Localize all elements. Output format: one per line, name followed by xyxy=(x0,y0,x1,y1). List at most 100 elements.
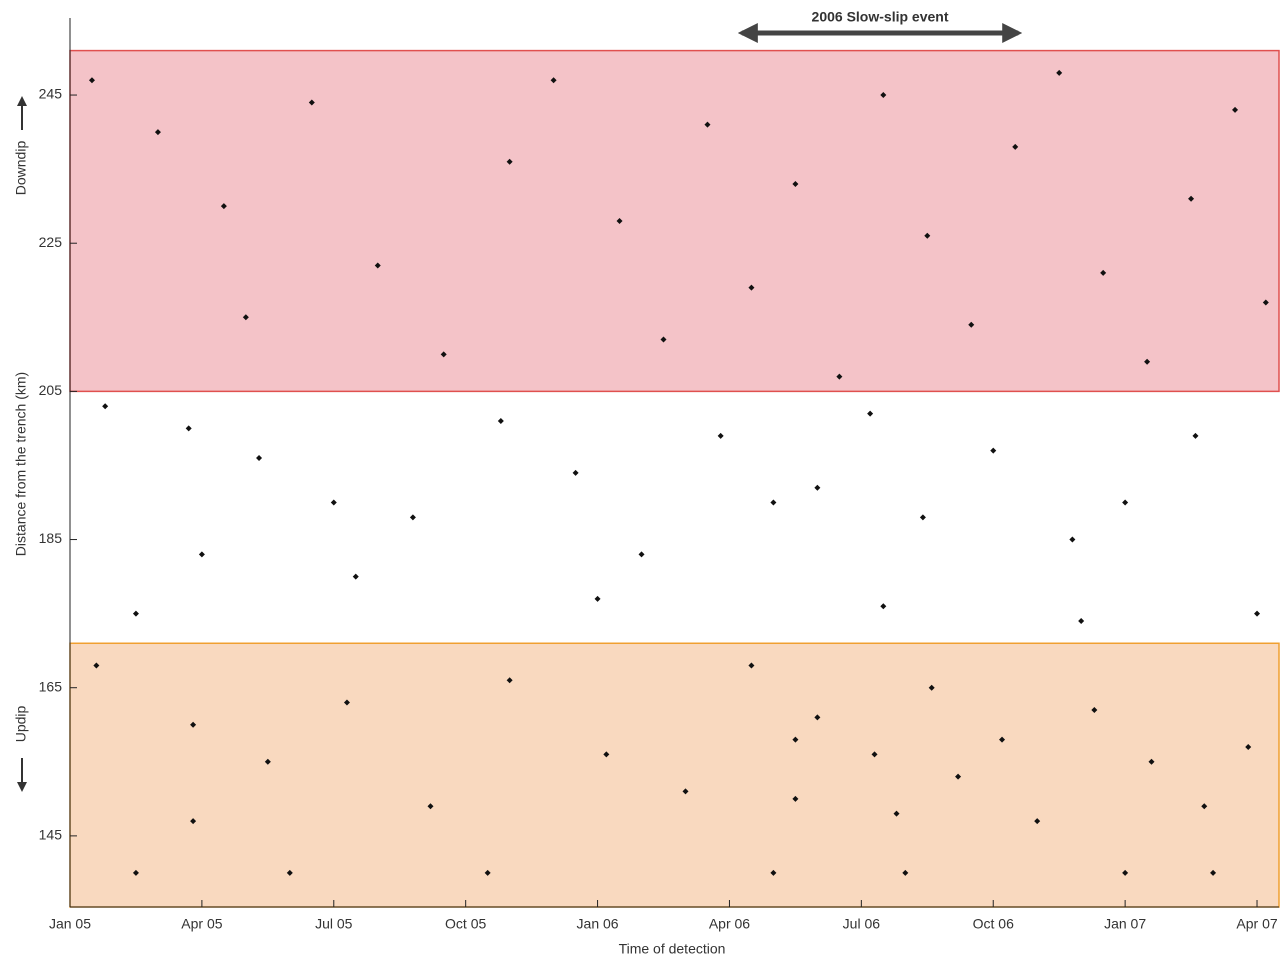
point xyxy=(1078,618,1085,625)
point xyxy=(88,77,95,84)
point xyxy=(409,514,416,521)
direction-label: Updip xyxy=(13,706,29,743)
point xyxy=(102,403,109,410)
point xyxy=(814,714,821,721)
point xyxy=(256,455,263,462)
point xyxy=(506,677,513,684)
region xyxy=(69,642,1280,908)
point xyxy=(919,514,926,521)
point xyxy=(190,818,197,825)
point xyxy=(374,262,381,269)
x-tick-label: Jan 05 xyxy=(49,916,91,932)
point xyxy=(550,77,557,84)
y-tick-label: 145 xyxy=(39,827,63,843)
point xyxy=(704,121,711,128)
point xyxy=(682,788,689,795)
point xyxy=(352,573,359,580)
point xyxy=(603,751,610,758)
point xyxy=(242,314,249,321)
point xyxy=(924,232,931,239)
point xyxy=(792,795,799,802)
point xyxy=(792,180,799,187)
point xyxy=(190,721,197,728)
annotation-text: 2006 Slow-slip event xyxy=(812,9,949,25)
point xyxy=(999,736,1006,743)
y-axis-label: Distance from the trench (km) xyxy=(13,372,29,556)
point xyxy=(185,425,192,432)
y-tick-label: 185 xyxy=(39,530,63,546)
point xyxy=(871,751,878,758)
point xyxy=(132,869,139,876)
point xyxy=(1262,299,1269,306)
point xyxy=(506,158,513,165)
point xyxy=(814,484,821,491)
point xyxy=(1192,432,1199,439)
point xyxy=(1254,610,1261,617)
point xyxy=(440,351,447,358)
point xyxy=(968,321,975,328)
point xyxy=(1188,195,1195,202)
point xyxy=(286,869,293,876)
point xyxy=(93,662,100,669)
point xyxy=(836,373,843,380)
point xyxy=(770,869,777,876)
x-tick-label: Jul 06 xyxy=(843,916,881,932)
point xyxy=(1012,143,1019,150)
y-tick-label: 245 xyxy=(39,86,63,102)
point xyxy=(990,447,997,454)
point xyxy=(1245,743,1252,750)
point xyxy=(1034,818,1041,825)
x-axis-label: Time of detection xyxy=(619,941,726,957)
point xyxy=(717,432,724,439)
x-tick-label: Oct 05 xyxy=(445,916,486,932)
x-tick-label: Oct 06 xyxy=(973,916,1014,932)
point xyxy=(792,736,799,743)
point xyxy=(638,551,645,558)
point xyxy=(132,610,139,617)
direction-label: Downdip xyxy=(13,141,29,196)
point xyxy=(497,418,504,425)
point xyxy=(484,869,491,876)
point xyxy=(1210,869,1217,876)
point xyxy=(308,99,315,106)
point xyxy=(748,662,755,669)
point xyxy=(198,551,205,558)
point xyxy=(770,499,777,506)
point xyxy=(1122,869,1129,876)
point xyxy=(330,499,337,506)
point xyxy=(660,336,667,343)
point xyxy=(955,773,962,780)
point xyxy=(928,684,935,691)
point xyxy=(1232,106,1239,113)
y-tick-label: 165 xyxy=(39,678,63,694)
x-tick-label: Apr 06 xyxy=(709,916,750,932)
point xyxy=(902,869,909,876)
point xyxy=(1100,269,1107,276)
x-tick-label: Apr 05 xyxy=(181,916,222,932)
point xyxy=(264,758,271,765)
point xyxy=(343,699,350,706)
point xyxy=(1091,706,1098,713)
point xyxy=(154,129,161,136)
point xyxy=(1144,358,1151,365)
point xyxy=(220,203,227,210)
point xyxy=(880,603,887,610)
point xyxy=(1148,758,1155,765)
point xyxy=(1056,69,1063,76)
point xyxy=(748,284,755,291)
point xyxy=(880,92,887,99)
point xyxy=(867,410,874,417)
point xyxy=(1122,499,1129,506)
point xyxy=(427,803,434,810)
x-tick-label: Jan 06 xyxy=(577,916,619,932)
point xyxy=(893,810,900,817)
x-tick-label: Jan 07 xyxy=(1104,916,1146,932)
region xyxy=(69,49,1280,393)
x-tick-label: Apr 07 xyxy=(1236,916,1277,932)
point xyxy=(616,217,623,224)
point xyxy=(572,469,579,476)
point xyxy=(1069,536,1076,543)
y-tick-label: 205 xyxy=(39,382,63,398)
point xyxy=(594,595,601,602)
